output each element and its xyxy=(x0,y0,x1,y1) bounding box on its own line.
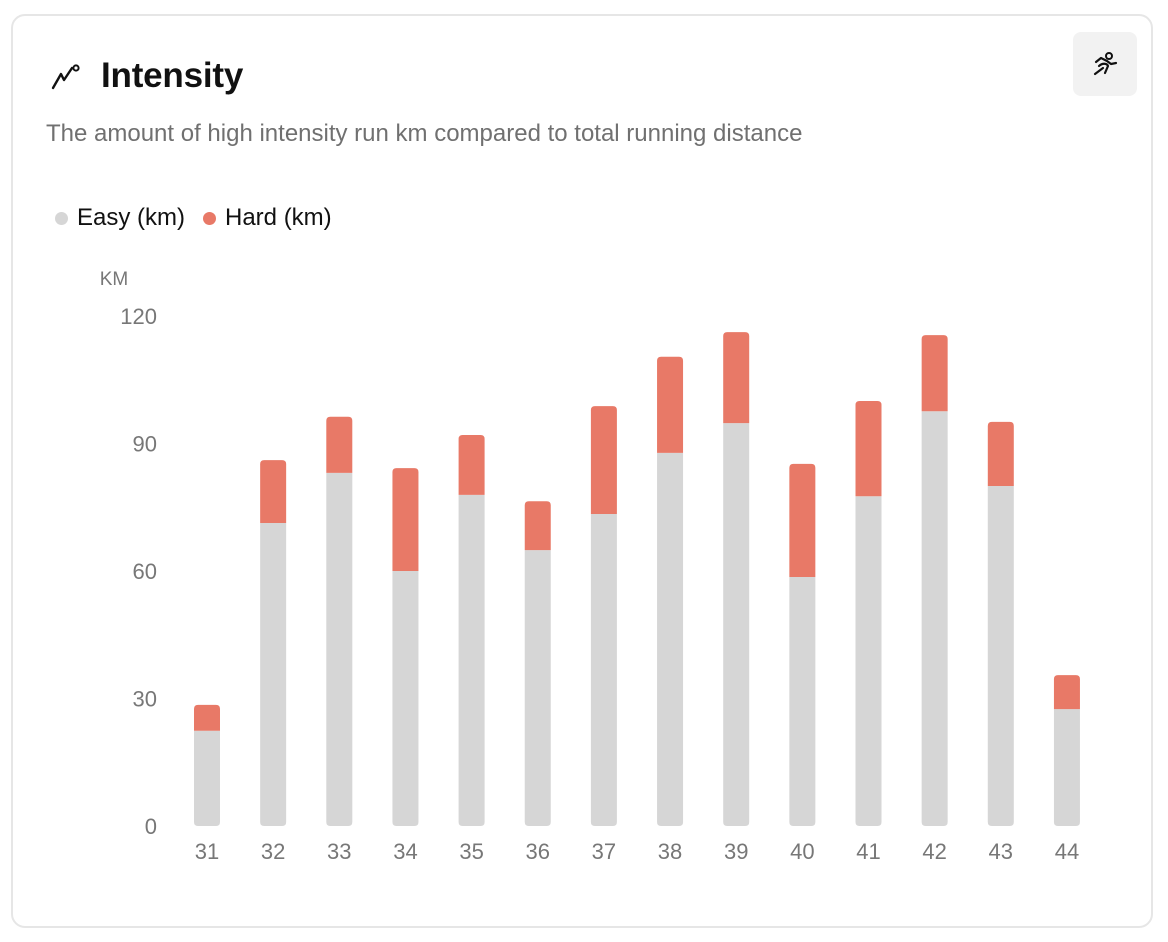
bar-hard[interactable] xyxy=(194,704,220,731)
bar-easy[interactable] xyxy=(392,571,419,826)
bar-hard[interactable] xyxy=(458,435,485,495)
x-axis-ticks: 31 32 33 34 35 36 37 38 39 40 41 42 43 44 xyxy=(195,839,1079,864)
legend-item-easy[interactable]: Easy (km) xyxy=(55,204,185,232)
bar-easy[interactable] xyxy=(524,550,551,826)
bar-easy[interactable] xyxy=(657,452,684,826)
bar-easy[interactable] xyxy=(458,494,485,826)
x-tick-label: 34 xyxy=(393,839,417,864)
x-tick-label: 33 xyxy=(327,839,351,864)
card-subtitle: The amount of high intensity run km comp… xyxy=(46,120,803,147)
bar-hard[interactable] xyxy=(855,401,882,497)
x-tick-label: 43 xyxy=(989,839,1013,864)
legend-swatch-hard xyxy=(203,211,216,225)
y-tick-label: 120 xyxy=(120,304,157,329)
chart-legend: Easy (km) Hard (km) xyxy=(55,204,350,232)
bar-easy[interactable] xyxy=(1053,709,1080,826)
bar-hard[interactable] xyxy=(326,416,353,473)
bar-easy[interactable] xyxy=(260,522,287,826)
legend-item-hard[interactable]: Hard (km) xyxy=(203,204,332,232)
bar-hard[interactable] xyxy=(524,501,551,551)
bar-hard[interactable] xyxy=(1053,675,1080,710)
bar-group-week-35[interactable] xyxy=(458,435,485,826)
bar-group-week-34[interactable] xyxy=(392,468,419,826)
bar-hard[interactable] xyxy=(657,356,684,453)
bar-group-week-38[interactable] xyxy=(657,356,684,826)
bar-easy[interactable] xyxy=(326,472,353,826)
bar-group-week-44[interactable] xyxy=(1053,675,1080,826)
bar-easy[interactable] xyxy=(194,730,220,826)
bar-hard[interactable] xyxy=(392,468,419,571)
bar-hard[interactable] xyxy=(987,421,1014,486)
card-title: Intensity xyxy=(101,56,244,95)
bar-hard[interactable] xyxy=(723,332,750,424)
bar-group-week-43[interactable] xyxy=(987,421,1014,826)
bar-hard[interactable] xyxy=(260,460,287,523)
bar-easy[interactable] xyxy=(987,486,1014,826)
x-tick-label: 40 xyxy=(790,839,814,864)
running-figure-icon xyxy=(1093,52,1118,76)
x-tick-label: 36 xyxy=(526,839,550,864)
bar-easy[interactable] xyxy=(789,576,816,826)
y-tick-label: 30 xyxy=(133,687,157,712)
x-tick-label: 37 xyxy=(592,839,616,864)
bar-group-week-32[interactable] xyxy=(260,460,287,826)
bar-hard[interactable] xyxy=(921,335,948,412)
x-tick-label: 31 xyxy=(195,839,219,864)
x-tick-label: 44 xyxy=(1055,839,1079,864)
trend-line-icon xyxy=(51,64,80,90)
bar-easy[interactable] xyxy=(590,514,617,826)
x-tick-label: 32 xyxy=(261,839,285,864)
bar-group-week-36[interactable] xyxy=(524,501,551,826)
bar-easy[interactable] xyxy=(855,496,882,826)
bars xyxy=(194,332,1080,826)
y-tick-label: 90 xyxy=(133,432,157,457)
bar-hard[interactable] xyxy=(590,406,617,515)
bar-easy[interactable] xyxy=(921,411,948,826)
x-tick-label: 41 xyxy=(856,839,880,864)
x-tick-label: 35 xyxy=(459,839,483,864)
y-axis-title: KM xyxy=(100,269,129,290)
bar-easy[interactable] xyxy=(723,423,750,826)
card-header: Intensity xyxy=(49,56,243,96)
bar-group-week-31[interactable] xyxy=(194,704,220,826)
activity-type-button[interactable] xyxy=(1073,32,1137,96)
y-tick-label: 0 xyxy=(145,814,157,839)
legend-swatch-easy xyxy=(55,211,68,225)
bar-group-week-39[interactable] xyxy=(723,332,750,826)
bar-hard[interactable] xyxy=(789,463,816,577)
y-axis-ticks: 0 30 60 90 120 xyxy=(120,304,157,839)
bar-group-week-41[interactable] xyxy=(855,401,882,826)
y-tick-label: 60 xyxy=(133,559,157,584)
bar-group-week-40[interactable] xyxy=(789,463,816,826)
bar-group-week-33[interactable] xyxy=(326,416,353,826)
x-tick-label: 42 xyxy=(922,839,946,864)
bar-group-week-42[interactable] xyxy=(921,335,948,826)
bar-group-week-37[interactable] xyxy=(590,406,617,826)
x-tick-label: 39 xyxy=(724,839,748,864)
x-tick-label: 38 xyxy=(658,839,682,864)
legend-label-easy: Easy (km) xyxy=(77,204,185,231)
legend-label-hard: Hard (km) xyxy=(225,204,332,231)
